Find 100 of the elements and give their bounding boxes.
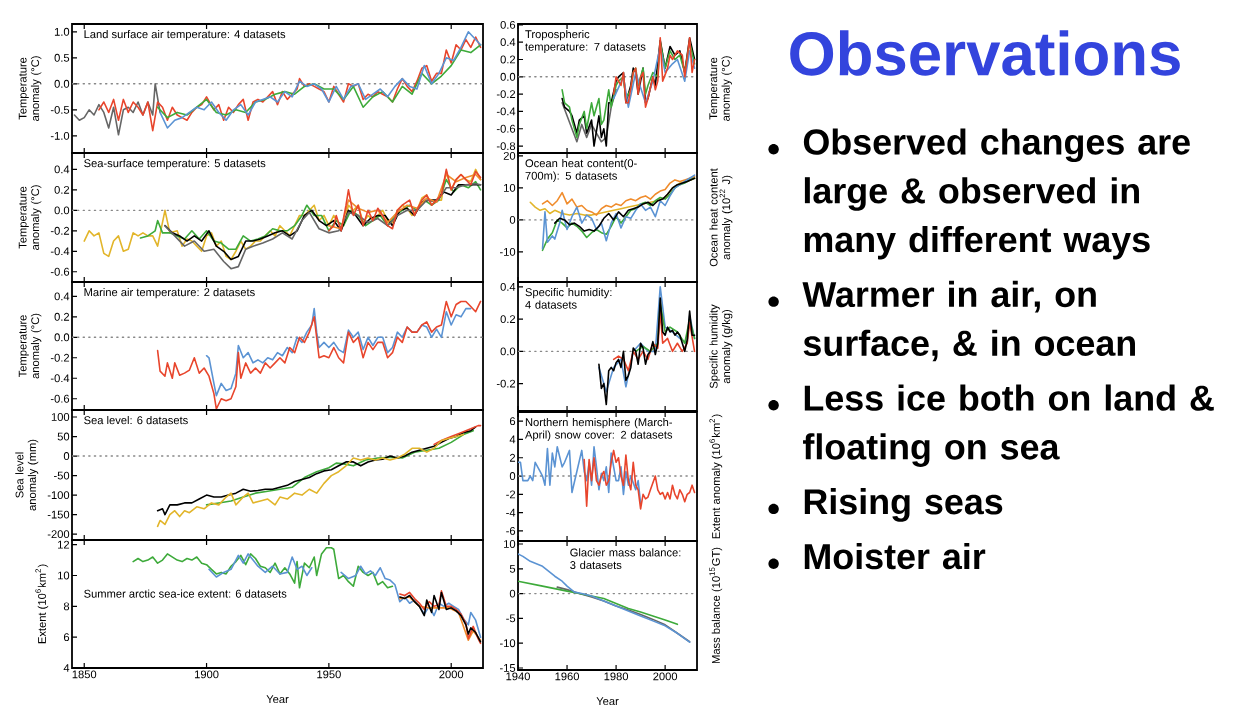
y-tick-label: 0.4 (54, 292, 70, 301)
y-tick-label: 6 (509, 417, 516, 426)
y-tick-label: -0.2 (50, 226, 70, 235)
line-series (156, 44, 482, 119)
y-tick-label: 50 (57, 432, 70, 441)
line-series (73, 83, 161, 136)
text: Northern hemisphere (March-April) snow cover: 2 datasets (525, 417, 673, 441)
y-tick-label: -0.6 (50, 267, 70, 276)
y-tick-label: -0.2 (496, 379, 516, 388)
y-tick-label: 4 (509, 435, 516, 444)
text: Rising seas (804, 488, 1003, 522)
text: Specific humidity: 4 datasets (525, 287, 612, 309)
text: Observed changes are large & observed in many different ways (803, 128, 1190, 260)
text: Observations (790, 30, 1180, 76)
y-tick-label: -0.6 (50, 394, 70, 403)
y-tick-label: 10 (504, 183, 516, 192)
y-tick-label: 0.0 (54, 333, 70, 342)
y-tick-label: -15 (499, 664, 516, 672)
y-axis-title: Temperature anomaly (°C) (18, 185, 42, 250)
y-tick-label: -200 (47, 530, 70, 539)
x-axis-title: Year (596, 697, 619, 706)
y-tick-label: -6 (506, 526, 516, 535)
y-tick-label: 8 (63, 602, 70, 611)
y-tick-label: 6 (63, 633, 70, 642)
y-tick-label: 0.5 (54, 53, 70, 62)
y-tick-label: -0.4 (50, 247, 70, 256)
y-axis-title: Mass balance (10$^{15}$GT) (709, 547, 723, 664)
y-tick-label: 0.4 (500, 38, 516, 47)
text: Glacier mass balance: 3 datasets (570, 548, 681, 569)
x-tick-label: 1900 (194, 670, 219, 679)
y-tick-label: 1.0 (54, 27, 70, 36)
y-tick-label: 10 (58, 571, 70, 580)
y-tick-label: -5 (506, 614, 516, 623)
x-axis-title: Year (266, 695, 289, 704)
chart-title: Marine air temperature: 2 datasets (84, 287, 255, 299)
y-tick-label: -10 (499, 639, 516, 648)
y-tick-label: 10 (504, 540, 516, 548)
y-tick-label: 0 (509, 215, 516, 224)
y-axis-title: Extent (10$^{6}$km$^{2}$) (35, 564, 49, 644)
text: Warmer in air, on surface, & in ocean (802, 280, 1135, 362)
chart-title: Sea level: 6 datasets (84, 415, 188, 425)
line-series (518, 580, 679, 626)
x-tick-label: 1980 (604, 672, 629, 681)
y-tick-label: -10 (499, 247, 516, 256)
y-tick-label: 0 (509, 589, 516, 598)
y-tick-label: 0.2 (54, 185, 70, 194)
y-tick-label: 0.0 (54, 79, 70, 88)
y-tick-label: 12 (58, 540, 70, 549)
y-tick-label: 0.2 (54, 312, 70, 321)
text: Less ice both on land & floating on sea (803, 384, 1214, 467)
line-series (205, 307, 472, 397)
x-tick-label: 1950 (317, 670, 341, 679)
line-series (583, 449, 696, 510)
y-tick-label: 0 (63, 452, 70, 460)
text: Sea-surface temperature: 5 datasets (84, 158, 266, 170)
y-tick-label: -100 (47, 491, 70, 500)
y-tick-label: 0.4 (54, 165, 70, 174)
y-tick-label: 100 (51, 413, 70, 421)
text: Land surface air temperature: 4 datasets (84, 29, 286, 41)
line-series (433, 424, 482, 446)
y-tick-label: -0.4 (496, 107, 516, 116)
y-tick-label: -150 (47, 510, 70, 519)
y-tick-label: 2 (509, 453, 516, 462)
y-tick-label: -0.6 (496, 124, 516, 133)
y-tick-label: -1.0 (50, 131, 70, 140)
x-tick-label: 1940 (506, 672, 530, 681)
text: Ocean heat content(0-700m): 5 datasets (525, 158, 637, 182)
y-tick-label: 0.0 (500, 347, 516, 356)
y-axis-title: Temperature anomaly (°C) (18, 313, 42, 379)
y-tick-label: 20 (503, 151, 516, 160)
y-axis-title: Extent anomaly (10$^{6}$km$^{2}$) (709, 414, 723, 539)
line-series (156, 300, 482, 410)
y-tick-label: -0.2 (50, 353, 70, 362)
line-series (156, 425, 477, 516)
y-tick-label: -0.4 (50, 374, 70, 383)
y-tick-label: 0.2 (500, 315, 516, 324)
x-tick-label: 1960 (555, 672, 580, 681)
y-tick-label: 0.2 (500, 55, 516, 64)
text: Tropospheric temperature: 7 datasets (525, 29, 646, 53)
y-tick-label: 0.4 (500, 282, 516, 291)
y-tick-label: 0.0 (54, 206, 70, 215)
y-tick-label: -2 (506, 490, 516, 499)
text: Moister air (804, 542, 986, 570)
y-tick-label: 0.6 (500, 20, 516, 29)
y-tick-label: -0.8 (496, 142, 516, 150)
line-series (612, 310, 696, 372)
y-axis-title: Sea level anomaly (mm) (15, 439, 39, 511)
x-tick-label: 2000 (439, 670, 464, 679)
y-axis-title: Temperature anomaly (°C) (18, 56, 42, 121)
y-tick-label: -0.2 (496, 90, 516, 99)
text: Summer arctic sea-ice extent: 6 datasets (84, 589, 287, 598)
y-tick-label: 0.0 (500, 72, 516, 81)
line-series (139, 178, 482, 251)
line-series (518, 445, 642, 505)
y-axis-title: Specific humidity anomaly (g/kg) (709, 304, 733, 389)
y-axis-title: Temperature anomaly (°C) (709, 56, 732, 121)
y-tick-label: -50 (53, 471, 70, 480)
x-tick-label: 2000 (653, 672, 678, 681)
x-tick-label: 1850 (72, 670, 97, 679)
y-tick-label: -4 (506, 508, 516, 517)
